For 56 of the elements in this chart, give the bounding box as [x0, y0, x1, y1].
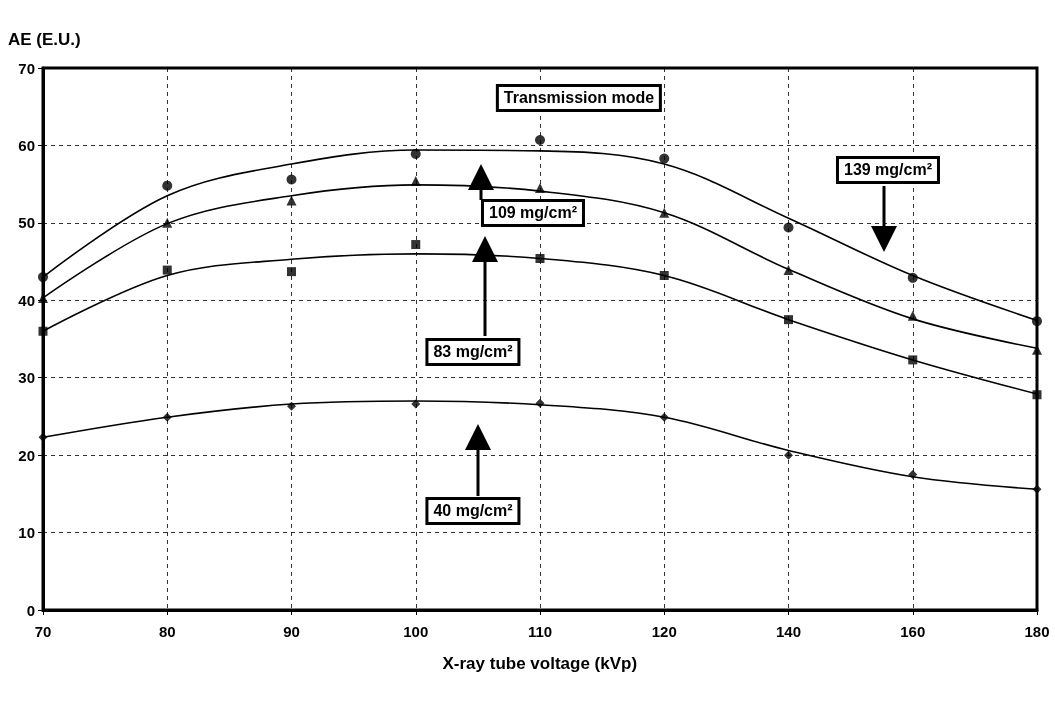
point — [784, 450, 793, 460]
x-tick-label: 140 — [775, 623, 802, 640]
annotation: 83 mg/cm² — [425, 338, 521, 366]
y-tick-label: 20 — [18, 446, 35, 464]
y-tick-label: 70 — [18, 59, 35, 77]
point — [286, 195, 297, 206]
x-tick-label: 70 — [34, 623, 52, 640]
point — [659, 271, 669, 281]
y-tick-label: 30 — [18, 369, 35, 387]
x-tick-label: 90 — [283, 623, 300, 640]
x-tick-label: 180 — [1024, 623, 1050, 640]
point — [535, 398, 545, 408]
point — [535, 253, 545, 263]
x-tick-label: 80 — [158, 623, 176, 640]
y-tick-label: 0 — [26, 601, 35, 619]
point — [38, 272, 48, 283]
annotation: 40 mg/cm² — [425, 497, 521, 525]
y-tick-label: 60 — [18, 136, 35, 154]
point — [162, 217, 173, 228]
point — [1032, 390, 1042, 400]
point — [659, 207, 670, 218]
x-axis-title: X-ray tube voltage (kVp) — [442, 654, 638, 674]
point — [907, 272, 918, 283]
point — [287, 401, 296, 411]
point — [411, 240, 421, 250]
annotation: 139 mg/cm² — [835, 156, 941, 184]
x-tick-label: 110 — [527, 623, 553, 640]
point — [1032, 316, 1042, 327]
y-tick-label: 10 — [18, 524, 35, 542]
point — [535, 183, 545, 194]
point — [410, 176, 421, 187]
point — [659, 153, 670, 164]
point — [908, 355, 918, 365]
y-tick-label: 50 — [18, 214, 35, 232]
point — [535, 135, 545, 146]
point — [783, 222, 794, 233]
point — [286, 174, 297, 185]
point — [410, 148, 421, 159]
x-tick-label: 100 — [403, 623, 429, 640]
point — [783, 265, 794, 276]
point — [162, 265, 172, 275]
point — [784, 315, 793, 325]
x-tick-label: 120 — [651, 623, 677, 640]
point — [908, 470, 918, 479]
point — [907, 310, 918, 321]
x-tick-label: 160 — [900, 623, 926, 640]
y-tick-label: 40 — [18, 291, 35, 309]
y-axis-title: AE (E.U.) — [8, 30, 81, 50]
annotation: Transmission mode — [495, 84, 663, 112]
point — [162, 180, 173, 191]
point — [287, 267, 296, 277]
point — [162, 412, 172, 422]
point — [38, 326, 48, 336]
annotation: 109 mg/cm² — [480, 199, 586, 227]
point — [659, 412, 669, 422]
point — [411, 399, 421, 409]
